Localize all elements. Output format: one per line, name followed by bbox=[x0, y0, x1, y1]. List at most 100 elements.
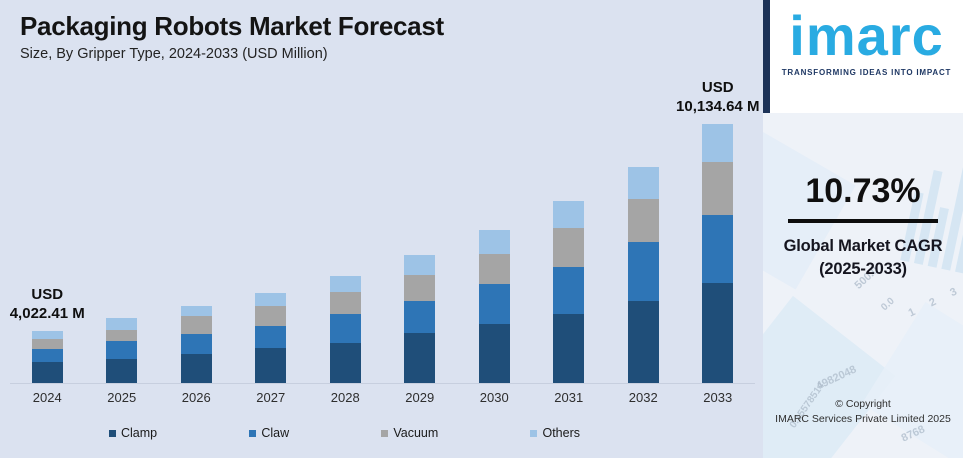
segment-claw-2028 bbox=[329, 314, 361, 343]
bar-group-2029 bbox=[383, 120, 458, 383]
chart-section: Packaging Robots Market Forecast Size, B… bbox=[9, 11, 760, 440]
x-tick-2031: 2031 bbox=[554, 390, 584, 405]
bar-group-2030 bbox=[457, 120, 532, 383]
cagr-label-line1: Global Market CAGR bbox=[783, 237, 943, 255]
chart-title: Packaging Robots Market Forecast bbox=[20, 11, 444, 41]
x-tick-2033: 2033 bbox=[703, 390, 733, 405]
segment-vacuum-2033 bbox=[702, 162, 734, 215]
segment-vacuum-2030 bbox=[478, 254, 510, 284]
segment-claw-2031 bbox=[553, 267, 585, 314]
x-tick-2028: 2028 bbox=[330, 390, 360, 405]
cagr-callout: 10.73% Global Market CAGR (2025-2033) bbox=[763, 172, 963, 281]
chart-subtitle: Size, By Gripper Type, 2024-2033 (USD Mi… bbox=[20, 46, 328, 62]
segment-others-2027 bbox=[255, 293, 287, 306]
x-tick-2030: 2030 bbox=[479, 390, 509, 405]
stacked-bar-2027 bbox=[255, 293, 287, 383]
plot-area: USD 4,022.41 M USD 10,134.64 M bbox=[9, 79, 759, 384]
cagr-divider bbox=[788, 219, 938, 223]
copyright: © Copyright IMARC Services Private Limit… bbox=[763, 397, 963, 427]
segment-others-2024 bbox=[31, 331, 63, 339]
segment-others-2026 bbox=[180, 306, 212, 316]
bar-group-2027 bbox=[234, 120, 309, 383]
segment-others-2029 bbox=[404, 255, 436, 275]
x-tick-2026: 2026 bbox=[181, 390, 211, 405]
segment-claw-2024 bbox=[31, 349, 63, 362]
segment-others-2033 bbox=[702, 124, 734, 162]
legend: Clamp Claw Vacuum Others bbox=[109, 426, 580, 440]
x-axis-labels: 2024 2025 2026 2027 2028 2029 2030 2031 2032 2033 bbox=[10, 390, 755, 405]
segment-clamp-2030 bbox=[478, 324, 510, 383]
segment-clamp-2026 bbox=[180, 354, 212, 383]
segment-claw-2026 bbox=[180, 334, 212, 354]
legend-label-others: Others bbox=[542, 426, 580, 440]
stacked-bar-2030 bbox=[478, 230, 510, 383]
segment-others-2030 bbox=[478, 230, 510, 254]
legend-label-vacuum: Vacuum bbox=[393, 426, 439, 440]
segment-others-2032 bbox=[627, 167, 659, 199]
stacked-bar-2029 bbox=[404, 255, 436, 383]
segment-clamp-2024 bbox=[31, 362, 63, 383]
legend-label-claw: Claw bbox=[261, 426, 290, 440]
legend-item-claw: Claw bbox=[249, 426, 289, 440]
segment-claw-2030 bbox=[478, 284, 510, 324]
cagr-label-line2: (2025-2033) bbox=[819, 260, 907, 278]
stacked-bar-2024 bbox=[31, 331, 63, 383]
segment-vacuum-2031 bbox=[553, 228, 585, 267]
segment-vacuum-2024 bbox=[31, 339, 63, 349]
stacked-bar-2031 bbox=[553, 201, 585, 383]
bar-group-2032 bbox=[606, 120, 681, 383]
legend-item-clamp: Clamp bbox=[109, 426, 157, 440]
segment-vacuum-2029 bbox=[404, 275, 436, 301]
legend-item-others: Others bbox=[530, 426, 580, 440]
stacked-bar-2033 bbox=[702, 124, 734, 383]
value-label-2033: USD 10,134.64 M bbox=[676, 79, 760, 115]
stacked-bar-2026 bbox=[180, 306, 212, 383]
value-label-2024: USD 4,022.41 M bbox=[9, 286, 85, 322]
segment-claw-2032 bbox=[627, 242, 659, 301]
segment-clamp-2025 bbox=[106, 359, 138, 383]
bar-group-2031 bbox=[532, 120, 607, 383]
cagr-value: 10.73% bbox=[805, 172, 921, 210]
segment-clamp-2032 bbox=[627, 301, 659, 383]
segment-vacuum-2025 bbox=[106, 330, 138, 341]
side-panel: 500.0 0.0 1 2 3 4 4982048 0.15578514 876… bbox=[763, 0, 963, 458]
x-tick-2027: 2027 bbox=[256, 390, 286, 405]
bar-group-2026 bbox=[159, 120, 234, 383]
stacked-bar-2028 bbox=[329, 276, 361, 383]
x-tick-2032: 2032 bbox=[628, 390, 658, 405]
segment-claw-2027 bbox=[255, 326, 287, 348]
x-tick-2025: 2025 bbox=[107, 390, 137, 405]
segment-claw-2033 bbox=[702, 215, 734, 283]
x-tick-2024: 2024 bbox=[32, 390, 62, 405]
legend-label-clamp: Clamp bbox=[121, 426, 158, 440]
segment-clamp-2031 bbox=[553, 314, 585, 383]
copyright-line2: IMARC Services Private Limited 2025 bbox=[775, 413, 951, 425]
bar-group-2028 bbox=[308, 120, 383, 383]
legend-swatch-vacuum bbox=[381, 429, 389, 437]
segment-clamp-2033 bbox=[702, 283, 734, 383]
segment-clamp-2027 bbox=[255, 348, 287, 383]
imarc-logo-wordmark: imarc bbox=[789, 4, 944, 67]
stacked-bar-2025 bbox=[106, 318, 138, 383]
segment-vacuum-2026 bbox=[180, 316, 212, 334]
segment-others-2025 bbox=[106, 318, 138, 330]
segment-vacuum-2028 bbox=[329, 292, 361, 314]
segment-others-2031 bbox=[553, 201, 585, 228]
imarc-logo: imarc TRANSFORMING IDEAS INTO IMPACT bbox=[770, 0, 963, 113]
segment-claw-2025 bbox=[106, 341, 138, 359]
imarc-logo-tagline: TRANSFORMING IDEAS INTO IMPACT bbox=[781, 67, 952, 77]
legend-swatch-claw bbox=[249, 429, 257, 437]
segment-vacuum-2027 bbox=[255, 306, 287, 326]
segment-clamp-2029 bbox=[404, 333, 436, 383]
x-tick-2029: 2029 bbox=[405, 390, 435, 405]
segment-clamp-2028 bbox=[329, 343, 361, 383]
bar-group-2033 bbox=[681, 120, 756, 383]
logo-accent-strip bbox=[763, 0, 770, 113]
bar-group-2024 bbox=[10, 120, 85, 383]
legend-swatch-clamp bbox=[109, 429, 116, 437]
segment-vacuum-2032 bbox=[627, 199, 659, 242]
segment-others-2028 bbox=[329, 276, 361, 292]
stacked-bar-2032 bbox=[627, 167, 659, 383]
segment-claw-2029 bbox=[404, 301, 436, 333]
